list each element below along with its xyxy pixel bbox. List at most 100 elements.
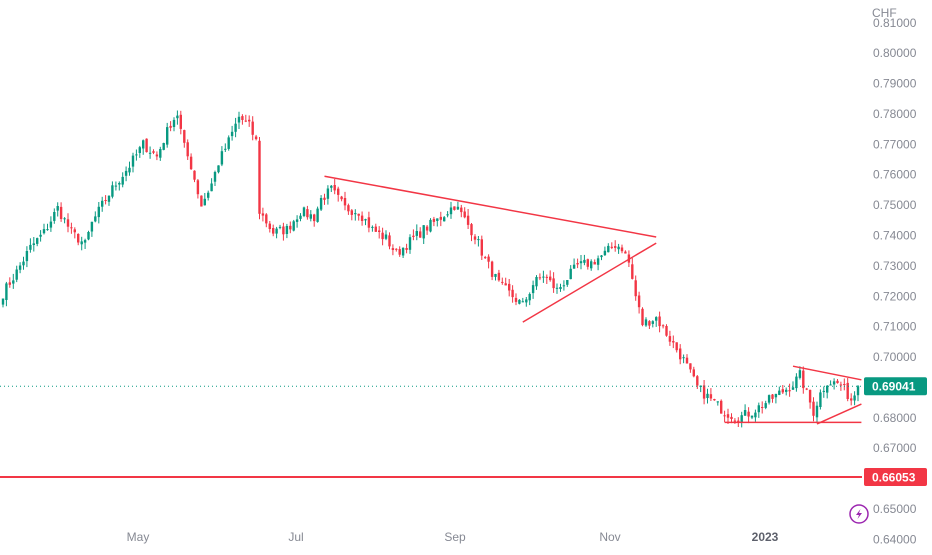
candle-body [152,151,155,153]
y-tick-label: 0.70000 [873,350,917,364]
tradingview-logo-icon[interactable] [849,504,869,524]
candle-body [159,149,162,158]
candle-body [439,216,442,220]
x-axis[interactable]: May Jul Sep Nov 2023 [127,530,779,544]
candle-body [600,255,603,258]
candle-body [446,214,449,216]
candle-body [761,407,764,408]
candle-body [107,195,111,202]
candle-body [593,262,596,265]
candle-body [83,240,87,243]
candle-body [22,261,25,266]
candle-body [443,217,446,222]
candle-body [552,278,555,289]
candle-body [25,251,29,262]
y-axis[interactable]: CHF 0.81000 0.80000 0.79000 0.78000 0.77000 0… [872,6,917,546]
candle-body [295,219,299,222]
candle-body [422,225,425,239]
trendline-descending-resistance-2[interactable] [792,365,862,381]
candle-body [436,218,439,221]
candle-body [111,185,114,197]
trendline-ascending-support-1[interactable] [522,242,657,323]
candle-body [217,165,220,173]
candle-body [258,140,261,214]
candle-body [412,235,415,237]
candle-body [15,269,18,280]
candle-body [607,245,610,253]
candle-body [764,403,767,408]
candle-body [415,231,418,236]
candle-body [80,241,83,245]
candle-body [856,386,860,396]
candle-body [778,390,781,395]
candle-body [364,219,367,221]
candle-body [169,125,172,128]
candle-body [590,261,593,269]
x-tick-label: May [127,530,150,544]
x-tick-label: Sep [444,530,466,544]
trendline-ascending-support-2[interactable] [816,403,862,425]
candle-body [330,185,333,188]
candle-body [395,248,398,250]
candle-body [665,326,668,336]
candle-body [685,357,689,364]
candle-body [63,218,66,220]
candle-body [292,221,295,231]
candle-body [514,297,518,302]
candle-body [337,188,340,195]
candle-body [135,154,138,156]
candle-body [682,357,685,359]
candle-body [374,226,377,232]
candle-body [511,289,514,298]
candle-body [275,228,278,234]
candle-body [227,137,230,149]
candle-body [70,227,73,229]
currency-label: CHF [872,6,897,20]
candle-body [36,238,39,244]
y-tick-label: 0.64000 [873,532,917,546]
candle-body [494,274,497,277]
candle-body [261,213,265,216]
candle-body [278,226,282,228]
candle-body [265,214,268,224]
candle-body [114,185,118,187]
candle-body [692,369,695,377]
candle-body [241,116,244,120]
candle-body [309,214,312,219]
candle-body [504,283,507,286]
candle-body [501,281,504,283]
candle-body [104,200,107,201]
candle-body [655,317,658,321]
candle-body [189,156,193,170]
y-tick-label: 0.76000 [873,168,917,182]
candle-body [429,219,432,232]
y-tick-label: 0.65000 [873,502,917,516]
candle-body [128,167,131,173]
candle-body [829,384,832,386]
candle-body [302,207,306,216]
candle-body [490,261,494,277]
candle-body [124,170,128,176]
candle-body [850,398,853,401]
candle-body [757,405,760,413]
candle-body [73,229,76,233]
candle-body [836,380,839,384]
candle-body [610,246,613,248]
candle-body [477,239,480,241]
candle-body [196,180,200,195]
candle-body [617,246,620,250]
candle-body [634,280,637,297]
candle-body [484,257,487,259]
trendline-descending-resistance-1[interactable] [324,175,657,238]
candle-body [145,138,148,153]
candle-body [812,401,815,416]
y-tick-label: 0.71000 [873,320,917,334]
candle-body [661,325,665,327]
candle-body [176,115,179,119]
candle-body [319,198,323,210]
candle-body [569,268,572,280]
y-tick-label: 0.81000 [873,16,917,30]
candle-body [285,226,289,234]
